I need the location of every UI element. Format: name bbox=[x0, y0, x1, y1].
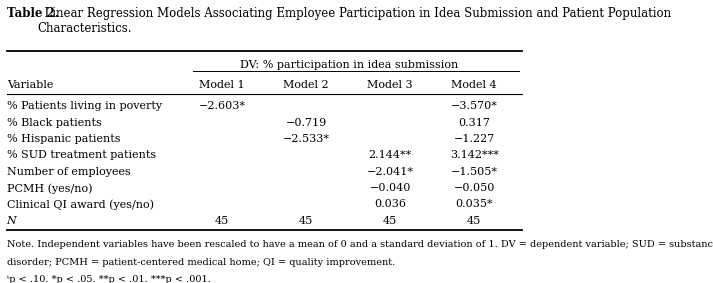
Text: −3.570*: −3.570* bbox=[451, 101, 498, 111]
Text: −2.533*: −2.533* bbox=[282, 134, 329, 144]
Text: 45: 45 bbox=[467, 216, 481, 226]
Text: −2.603*: −2.603* bbox=[198, 101, 245, 111]
Text: DV: % participation in idea submission: DV: % participation in idea submission bbox=[240, 60, 458, 70]
Text: −0.050: −0.050 bbox=[453, 183, 495, 193]
Text: 0.036: 0.036 bbox=[374, 199, 406, 209]
Text: 0.317: 0.317 bbox=[458, 118, 490, 128]
Text: 2.144**: 2.144** bbox=[369, 150, 412, 160]
Text: Linear Regression Models Associating Employee Participation in Idea Submission a: Linear Regression Models Associating Emp… bbox=[37, 7, 671, 35]
Text: N: N bbox=[6, 216, 16, 226]
Text: Model 2: Model 2 bbox=[283, 80, 329, 89]
Text: 45: 45 bbox=[299, 216, 313, 226]
Text: Model 4: Model 4 bbox=[451, 80, 497, 89]
Text: % Hispanic patients: % Hispanic patients bbox=[6, 134, 120, 144]
Text: Model 1: Model 1 bbox=[199, 80, 245, 89]
Text: −0.719: −0.719 bbox=[285, 118, 327, 128]
Text: Clinical QI award (yes/no): Clinical QI award (yes/no) bbox=[6, 199, 153, 210]
Text: 3.142***: 3.142*** bbox=[450, 150, 498, 160]
Text: disorder; PCMH = patient-centered medical home; QI = quality improvement.: disorder; PCMH = patient-centered medica… bbox=[6, 258, 395, 267]
Text: % SUD treatment patients: % SUD treatment patients bbox=[6, 150, 155, 160]
Text: ᵗp < .10. *p < .05. **p < .01. ***p < .001.: ᵗp < .10. *p < .05. **p < .01. ***p < .0… bbox=[6, 275, 210, 283]
Text: Variable: Variable bbox=[6, 80, 53, 89]
Text: −0.040: −0.040 bbox=[369, 183, 411, 193]
Text: 45: 45 bbox=[383, 216, 397, 226]
Text: Number of employees: Number of employees bbox=[6, 167, 130, 177]
Text: −2.041*: −2.041* bbox=[366, 167, 414, 177]
Text: Table 2.: Table 2. bbox=[6, 7, 58, 20]
Text: Note. Independent variables have been rescaled to have a mean of 0 and a standar: Note. Independent variables have been re… bbox=[6, 240, 713, 249]
Text: 0.035*: 0.035* bbox=[456, 199, 493, 209]
Text: −1.505*: −1.505* bbox=[451, 167, 498, 177]
Text: % Patients living in poverty: % Patients living in poverty bbox=[6, 101, 162, 111]
Text: % Black patients: % Black patients bbox=[6, 118, 101, 128]
Text: 45: 45 bbox=[215, 216, 229, 226]
Text: Model 3: Model 3 bbox=[367, 80, 413, 89]
Text: PCMH (yes/no): PCMH (yes/no) bbox=[6, 183, 92, 194]
Text: −1.227: −1.227 bbox=[453, 134, 495, 144]
